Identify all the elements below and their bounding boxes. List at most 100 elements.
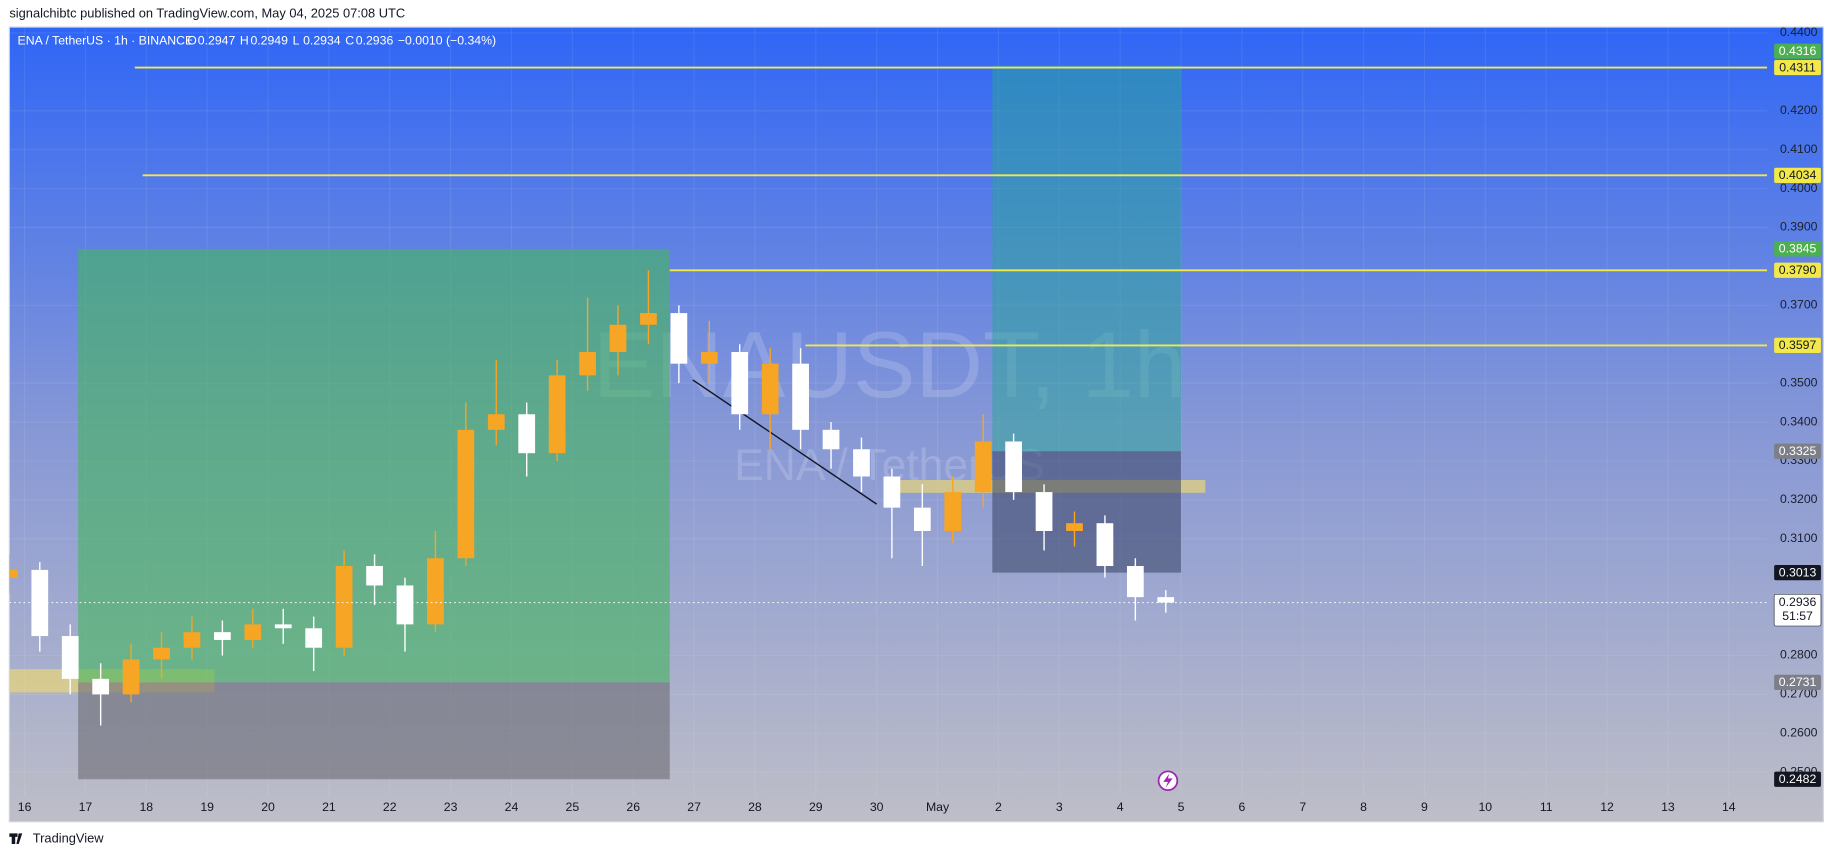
candle-body (427, 558, 444, 625)
y-tick-label: 0.4000 (1780, 181, 1818, 195)
candle-body (457, 429, 475, 559)
price-label-bg (1774, 59, 1821, 76)
candle-body (853, 449, 870, 477)
price-label: 0.4316 (1779, 44, 1817, 58)
y-tick-label: 0.3500 (1780, 375, 1818, 389)
x-tick-label: 25 (566, 800, 580, 814)
x-tick-label: 24 (505, 800, 519, 814)
y-tick-label: 0.3200 (1780, 492, 1818, 506)
candle-body (944, 492, 962, 531)
symbol: ENA / TetherUS · 1h · BINANCE (18, 33, 194, 47)
y-tick-label: 0.3100 (1780, 531, 1818, 545)
y-tick-label: 0.4100 (1780, 142, 1818, 156)
candle-body (1005, 441, 1022, 493)
candle-body (700, 351, 718, 364)
x-tick-label: 13 (1661, 800, 1675, 814)
candle-body (1035, 492, 1053, 531)
x-tick-label: 27 (687, 800, 701, 814)
candle-body (883, 476, 901, 508)
ohlc-value: 0.2934 (303, 33, 341, 47)
candle-body (609, 324, 627, 352)
price-label: 0.2731 (1779, 675, 1817, 689)
candle-body (366, 566, 383, 586)
candle-body (487, 414, 505, 430)
x-tick-label: 6 (1238, 800, 1245, 814)
position-stop (992, 451, 1182, 573)
plot (9, 65, 1768, 780)
candle-body (183, 632, 201, 648)
candle-body (731, 351, 749, 415)
candle-body (214, 632, 231, 640)
candle-body (1096, 523, 1114, 567)
x-tick-label: 22 (383, 800, 397, 814)
x-tick-label: 5 (1178, 800, 1185, 814)
price-label-bg (1774, 771, 1821, 787)
y-tick-label: 0.2800 (1780, 648, 1818, 662)
candle-body (1157, 597, 1175, 603)
x-tick-label: 2 (995, 800, 1002, 814)
candle-body (974, 441, 992, 493)
x-tick-label: 17 (79, 800, 93, 814)
x-tick-label: 16 (18, 800, 32, 814)
y-tick-label: 0.3400 (1780, 414, 1818, 428)
x-tick-label: 29 (809, 800, 823, 814)
price-label: 0.4311 (1779, 60, 1816, 74)
candle-body (792, 363, 809, 430)
candle-body (92, 678, 110, 695)
x-tick-label: 11 (1540, 800, 1553, 814)
y-tick-label: 0.2700 (1780, 687, 1818, 701)
footer[interactable]: TradingView (33, 831, 104, 846)
footer-logo[interactable] (9, 833, 23, 844)
price-label-bg (1774, 262, 1821, 278)
candle-body (153, 647, 170, 660)
price-label: 0.3790 (1779, 263, 1817, 277)
candle-body (640, 313, 657, 325)
candle-body (61, 636, 79, 679)
price-label: 0.3325 (1779, 444, 1817, 458)
ohlc-value: 0.2949 (250, 33, 288, 47)
price-label-bg (1774, 443, 1821, 459)
replay-icon[interactable] (1157, 770, 1179, 791)
ohlc-value: 0.2936 (356, 33, 394, 47)
x-tick-label: 21 (322, 800, 336, 814)
price-label-bg (1774, 337, 1821, 353)
x-tick-label: May (926, 800, 950, 814)
candle-body (274, 624, 292, 629)
price-label: 0.2482 (1779, 772, 1817, 786)
y-tick-label: 0.4400 (1780, 25, 1818, 39)
x-tick-label: 26 (626, 800, 640, 814)
candle-body (122, 659, 140, 695)
x-tick-label: 7 (1299, 800, 1306, 814)
price-label: 0.4034 (1779, 168, 1817, 182)
price-label-bg (1774, 241, 1821, 257)
price-label: 0.3013 (1779, 565, 1817, 579)
y-tick-label: 0.2600 (1780, 726, 1818, 740)
x-tick-label: 23 (444, 800, 458, 814)
candle-body (396, 585, 414, 625)
candle-body (335, 566, 353, 648)
position-target (78, 248, 670, 683)
position-stop (78, 682, 670, 780)
position-target (992, 65, 1182, 452)
price-label-bg (1774, 43, 1821, 59)
y-tick-label: 0.3700 (1780, 298, 1818, 312)
x-tick-label: 8 (1360, 800, 1367, 814)
candle-body (913, 507, 931, 531)
legend: ENA / TetherUS · 1h · BINANCE O 0.2947 H 0.… (18, 33, 497, 47)
candle-body (822, 429, 840, 450)
x-tick-label: 14 (1722, 800, 1736, 814)
x-tick-label: 18 (139, 800, 153, 814)
candle-body (761, 363, 779, 415)
candle-body (31, 569, 49, 637)
ohlc-key: O (187, 33, 197, 47)
ohlc-key: C (345, 33, 354, 47)
axes: 16 17 18 19 20 21 22 23 24 25 26 27 28 29 30 May 2 3 4 5 6 7 8… (18, 25, 1822, 814)
x-tick-label: 28 (748, 800, 762, 814)
candle-body (579, 351, 596, 376)
x-tick-label: 19 (200, 800, 214, 814)
candle-body (548, 375, 566, 454)
price-label-bg (1774, 565, 1821, 581)
change: −0.0010 (−0.34%) (398, 33, 496, 47)
